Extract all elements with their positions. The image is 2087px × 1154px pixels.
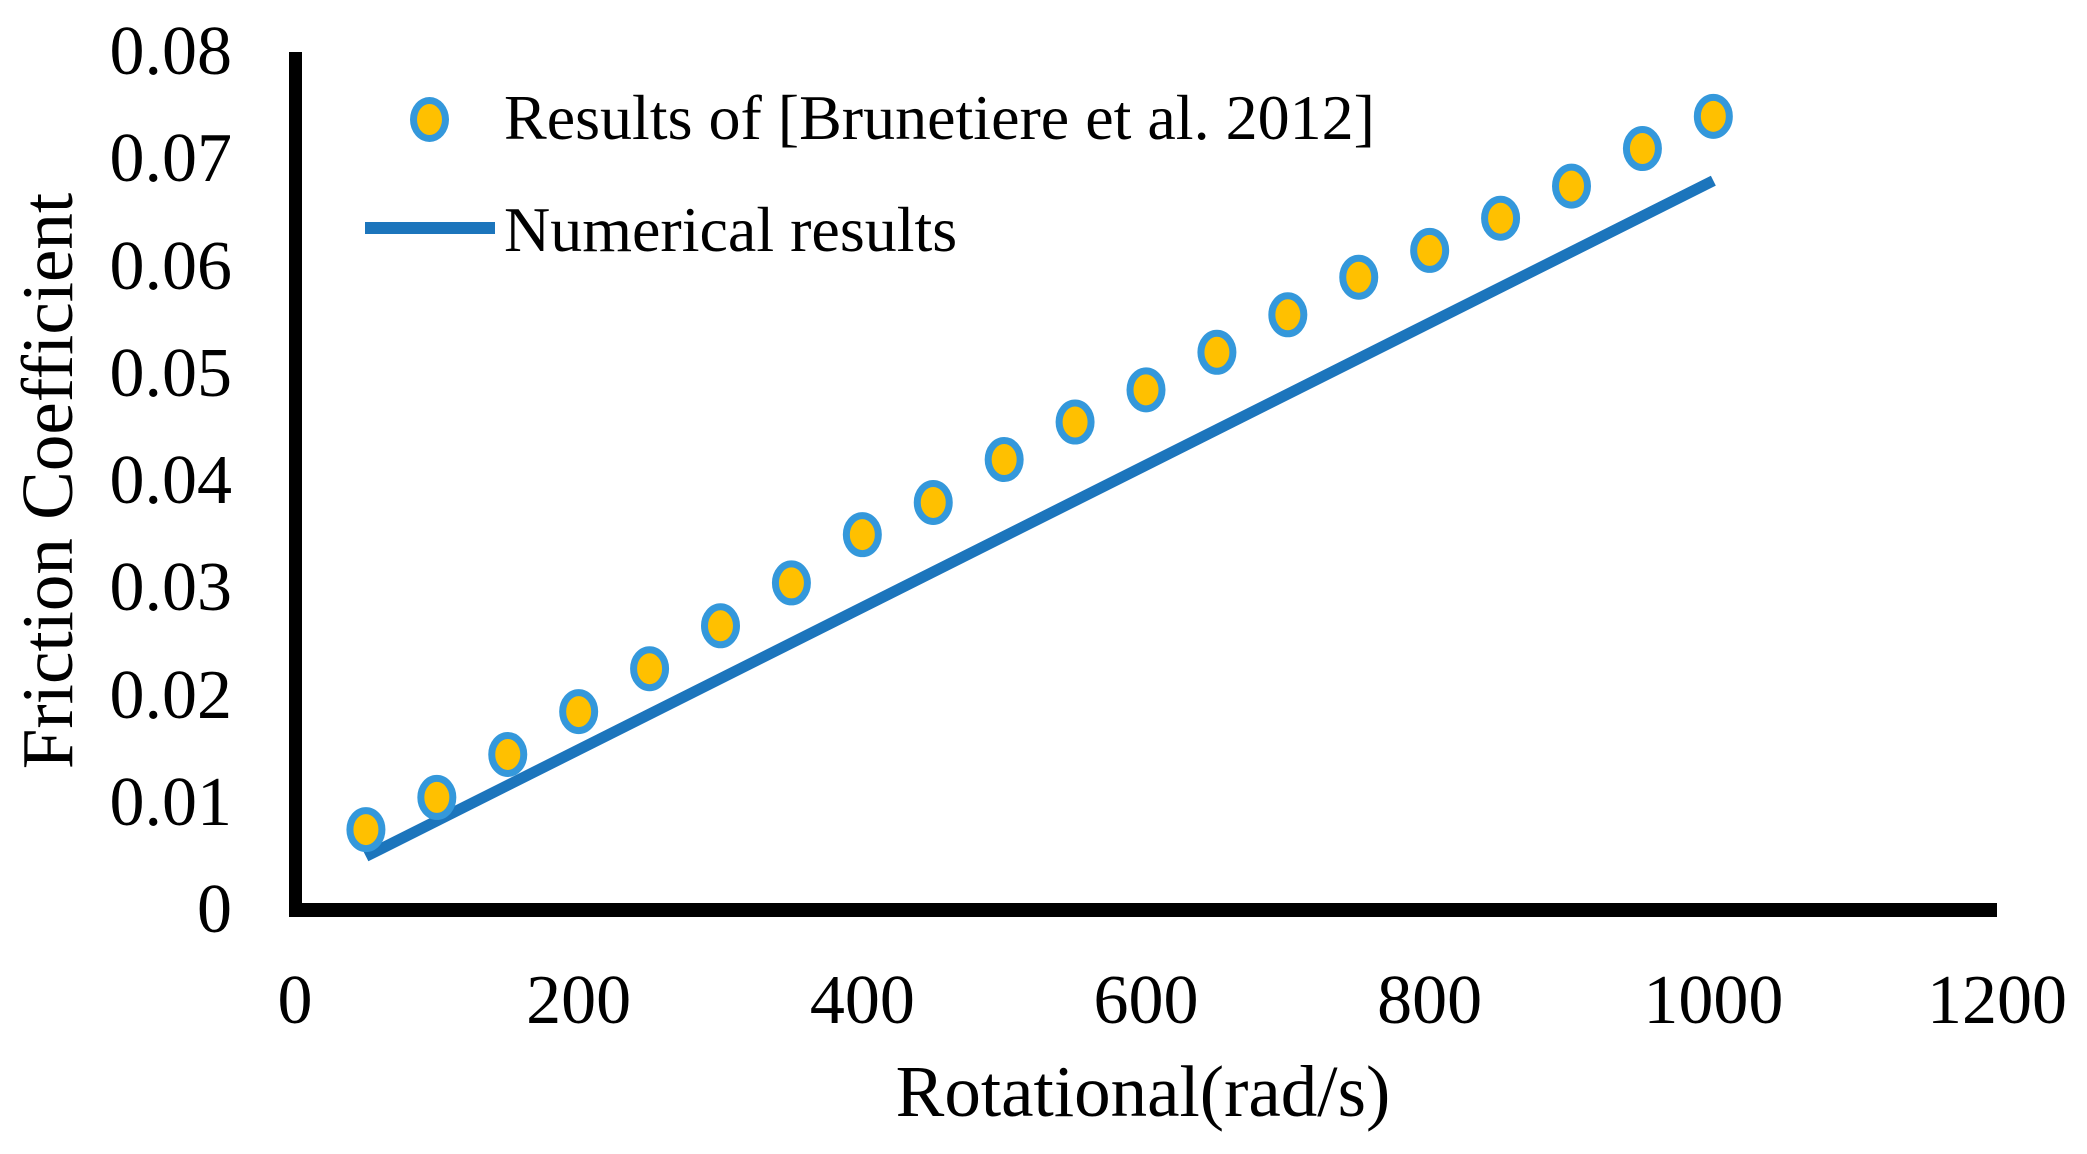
y-axis-line (289, 52, 302, 917)
y-tick-label: 0.02 (109, 656, 233, 734)
scatter-point (1339, 254, 1379, 300)
scatter-point (1268, 292, 1308, 338)
scatter-point (417, 774, 457, 820)
scatter-point (913, 479, 953, 525)
numerical-results-line (363, 175, 1716, 862)
y-tick-label: 0.03 (109, 549, 233, 627)
y-tick-label: 0.07 (109, 120, 233, 198)
scatter-point (559, 689, 599, 735)
scatter-point (488, 731, 528, 777)
scatter-point (701, 603, 740, 649)
scatter-point (1197, 329, 1237, 375)
x-tick-label: 0 (277, 962, 313, 1039)
scatter-point (771, 560, 811, 606)
y-tick-label: 0.04 (109, 442, 233, 519)
scatter-point (1552, 163, 1591, 209)
scatter-point (1481, 195, 1521, 241)
y-tick-label: 0.05 (109, 334, 233, 412)
x-axis-line (289, 903, 1997, 917)
legend-label-experimental: Results of [Brunetiere et al. 2012] (504, 82, 1375, 153)
legend-line-sample-icon (365, 222, 495, 234)
legend-label-numerical: Numerical results (504, 194, 958, 265)
x-tick-label: 200 (526, 962, 632, 1039)
x-tick-label: 400 (809, 962, 915, 1039)
x-axis-title: Rotational(rad/s) (895, 1051, 1391, 1132)
scatter-point (1410, 227, 1450, 273)
scatter-point (984, 437, 1024, 483)
y-tick-label: 0.08 (109, 13, 233, 90)
y-tick-label: 0.06 (109, 227, 233, 305)
scatter-point (630, 646, 670, 692)
scatter-point (1622, 126, 1662, 172)
x-tick-label: 1200 (1927, 962, 2067, 1039)
scatter-point (1693, 93, 1733, 139)
y-tick-label: 0.01 (109, 763, 233, 841)
scatter-point (346, 807, 386, 853)
x-tick-label: 1000 (1643, 962, 1784, 1039)
scatter-point (1126, 367, 1166, 413)
scatter-point (1055, 399, 1095, 445)
x-tick-label: 800 (1377, 962, 1483, 1039)
x-tick-label: 600 (1093, 962, 1199, 1039)
y-axis-title: Friction Coefficient (7, 192, 88, 770)
scatter-point (842, 512, 882, 558)
legend-scatter-marker-icon (410, 97, 449, 142)
y-tick-label: 0 (197, 871, 232, 948)
